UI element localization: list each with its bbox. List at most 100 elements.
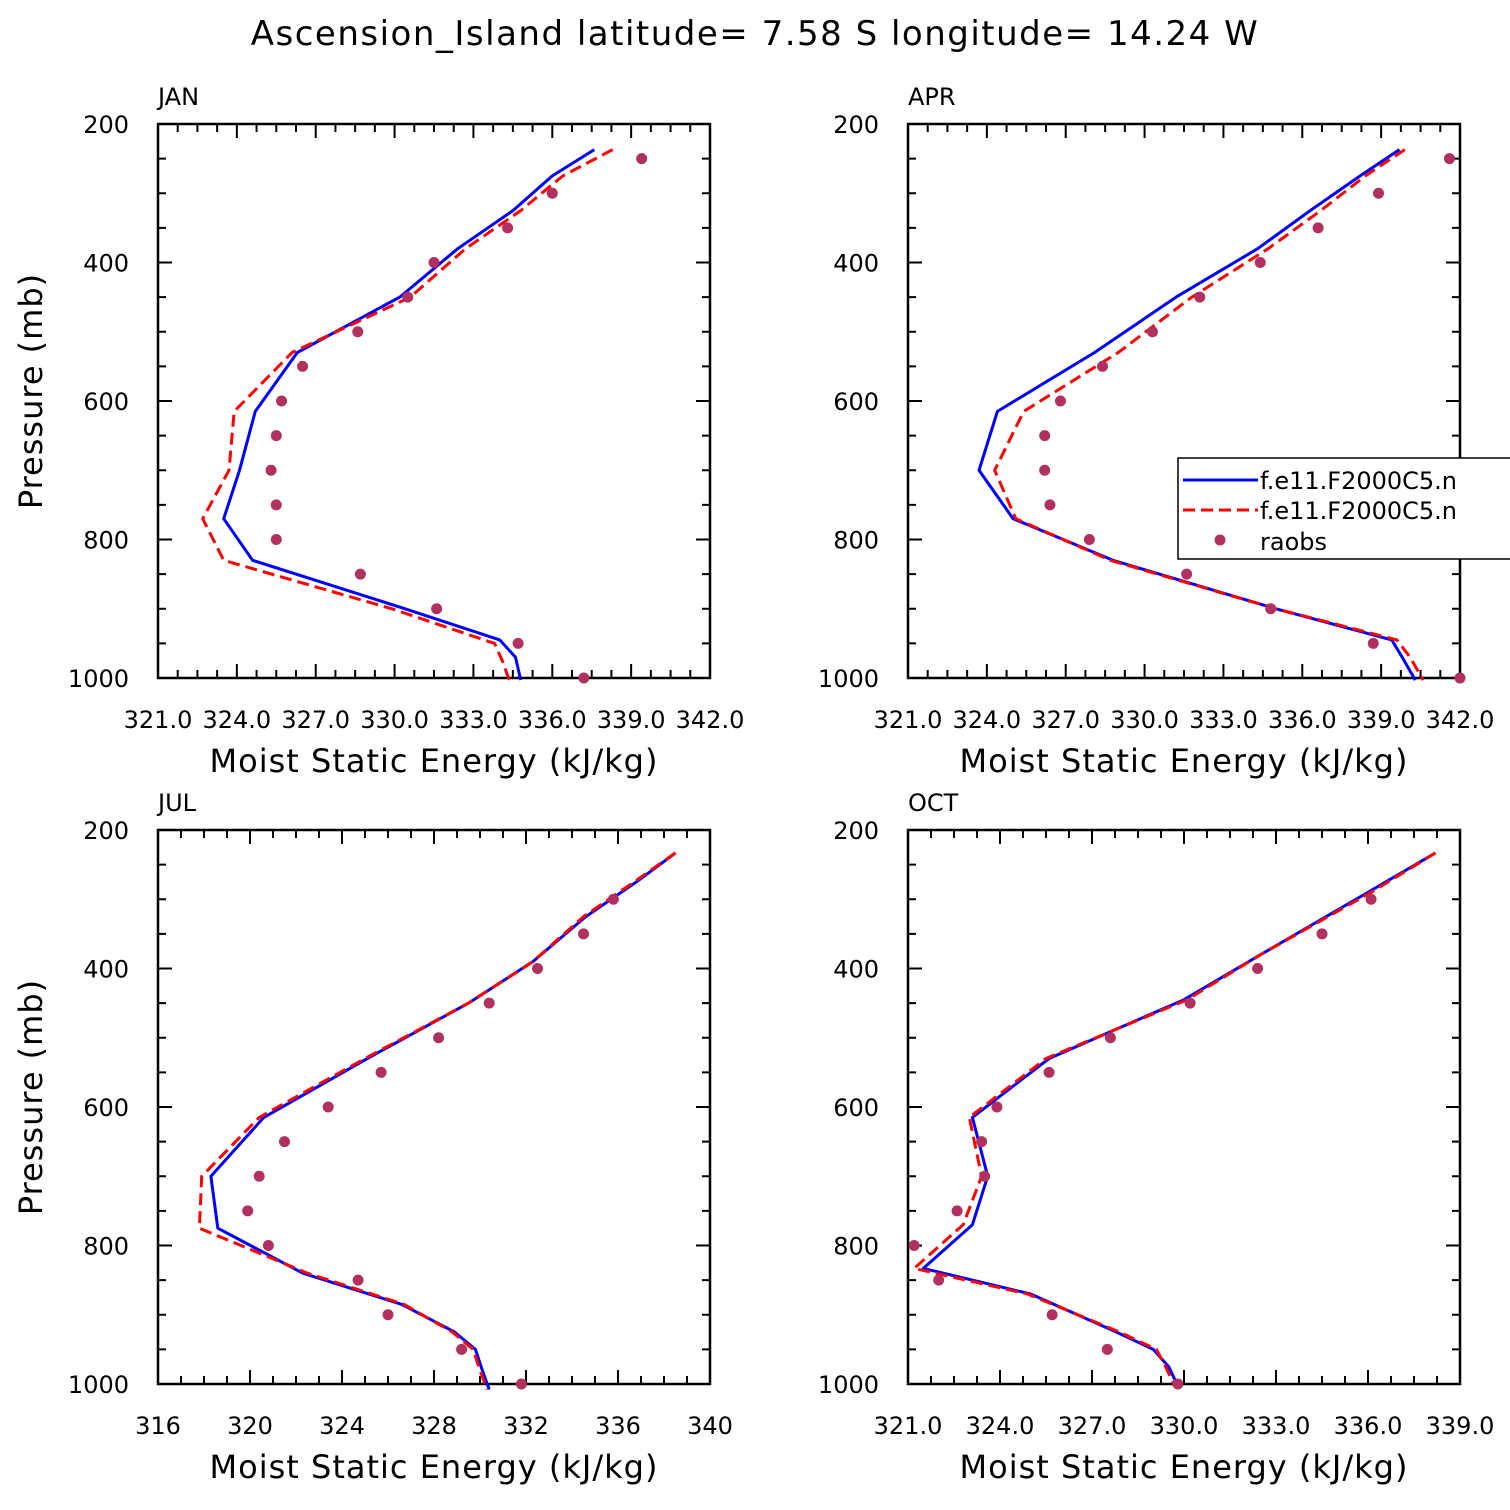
plot-frame: [156, 828, 712, 1386]
x-tick-label: 332: [503, 1412, 549, 1440]
panel-jan: JAN Moist Static Energy (kJ/kg) Pressure…: [12, 83, 744, 780]
x-tick-label: 324.0: [952, 706, 1021, 734]
raobs-point: [270, 499, 282, 511]
raobs-point: [354, 568, 366, 580]
y-tick-label: 1000: [68, 665, 129, 693]
x-tick-label: 340: [687, 1412, 733, 1440]
raobs-point: [402, 291, 414, 303]
raobs-point: [1039, 464, 1051, 476]
raobs-point: [1083, 534, 1095, 545]
x-axis-label: Moist Static Energy (kJ/kg): [960, 1448, 1409, 1486]
raobs-point: [270, 430, 282, 442]
y-tick-label: 200: [833, 111, 879, 139]
x-tick-label: 321.0: [874, 1412, 943, 1440]
raobs-point: [578, 672, 590, 684]
figure-title: Ascension_Island latitude= 7.58 S longit…: [251, 14, 1260, 54]
y-axis-label: Pressure (mb): [12, 979, 50, 1215]
x-tick-label: 336.0: [1268, 706, 1337, 734]
raobs-point: [279, 1136, 290, 1148]
raobs-point: [1044, 499, 1056, 511]
x-tick-label: 336.0: [518, 706, 587, 734]
x-tick-label: 320: [227, 1412, 273, 1440]
legend-label-model-solid: f.e11.F2000C5.n: [1260, 467, 1457, 495]
raobs-point: [979, 1170, 991, 1182]
panel-apr: APR Moist Static Energy (kJ/kg) 200 400 60…: [818, 83, 1494, 780]
raobs-point: [532, 963, 543, 974]
raobs-point: [607, 893, 619, 905]
series-group: [977, 148, 1466, 684]
x-tick-label: 339.0: [597, 706, 666, 734]
raobs-point: [1172, 1378, 1184, 1390]
y-tick-label: 800: [83, 1233, 129, 1261]
y-tick-label: 400: [83, 250, 129, 278]
raobs-point: [483, 997, 495, 1009]
raobs-point: [512, 637, 524, 649]
raobs-point: [1454, 672, 1466, 684]
raobs-point: [1365, 893, 1377, 905]
raobs-point: [433, 1032, 445, 1044]
model-dashed-line: [912, 851, 1437, 1387]
raobs-point: [352, 1274, 364, 1286]
raobs-point: [1046, 1309, 1058, 1321]
panel-month-label: JAN: [156, 83, 199, 111]
y-tick-label: 600: [83, 1094, 129, 1122]
x-axis-label: Moist Static Energy (kJ/kg): [210, 1448, 659, 1486]
raobs-point: [428, 257, 440, 268]
raobs-point: [375, 1066, 387, 1078]
raobs-point: [242, 1205, 254, 1217]
panel-oct: OCT Moist Static Energy (kJ/kg) 200 400 60…: [818, 789, 1494, 1486]
y-tick-label: 600: [83, 388, 129, 416]
plot-frame: [156, 122, 712, 680]
y-tick-label: 800: [83, 527, 129, 555]
raobs-point: [1097, 360, 1109, 372]
x-tick-label: 327.0: [281, 706, 350, 734]
y-axis-label: Pressure (mb): [12, 273, 50, 509]
raobs-point: [297, 360, 309, 372]
raobs-point: [1039, 430, 1051, 442]
raobs-point: [1101, 1343, 1113, 1355]
legend-dot-swatch: [1214, 534, 1226, 546]
raobs-point: [908, 1240, 920, 1251]
y-tick-label: 800: [833, 527, 879, 555]
raobs-point: [1312, 222, 1324, 234]
raobs-point: [1104, 1032, 1116, 1044]
model-solid-line: [921, 851, 1437, 1387]
y-tick-label: 200: [833, 817, 879, 845]
x-tick-label: 339.0: [1347, 706, 1416, 734]
y-tick-label: 1000: [818, 1371, 879, 1399]
x-tick-label: 333.0: [439, 706, 508, 734]
raobs-point: [546, 187, 558, 199]
raobs-point: [991, 1101, 1003, 1113]
raobs-point: [262, 1240, 274, 1251]
y-tick-label: 800: [833, 1233, 879, 1261]
panel-month-label: APR: [908, 83, 956, 111]
x-tick-label: 336.0: [1334, 1412, 1403, 1440]
raobs-point: [382, 1309, 394, 1321]
y-tick-label: 400: [83, 956, 129, 984]
x-axis-label: Moist Static Energy (kJ/kg): [960, 742, 1409, 780]
x-tick-label: 342.0: [676, 706, 745, 734]
raobs-point: [1367, 637, 1379, 649]
model-solid-line: [977, 148, 1417, 681]
raobs-point: [270, 534, 282, 545]
raobs-point: [951, 1205, 963, 1217]
raobs-point: [1443, 153, 1455, 165]
legend-label-raobs: raobs: [1260, 528, 1327, 556]
raobs-point: [322, 1101, 334, 1113]
model-dashed-line: [993, 148, 1425, 681]
raobs-point: [265, 464, 277, 476]
raobs-point: [253, 1170, 265, 1182]
x-tick-label: 324.0: [202, 706, 271, 734]
raobs-point: [1252, 963, 1264, 974]
y-tick-label: 400: [833, 956, 879, 984]
raobs-point: [276, 395, 288, 407]
series-group: [201, 148, 648, 684]
legend-box: [1177, 457, 1510, 560]
raobs-point: [1043, 1066, 1055, 1078]
raobs-point: [976, 1136, 988, 1148]
y-tick-label: 600: [833, 388, 879, 416]
x-tick-label: 321.0: [124, 706, 193, 734]
x-tick-label: 330.0: [1150, 1412, 1219, 1440]
x-tick-label: 333.0: [1189, 706, 1258, 734]
